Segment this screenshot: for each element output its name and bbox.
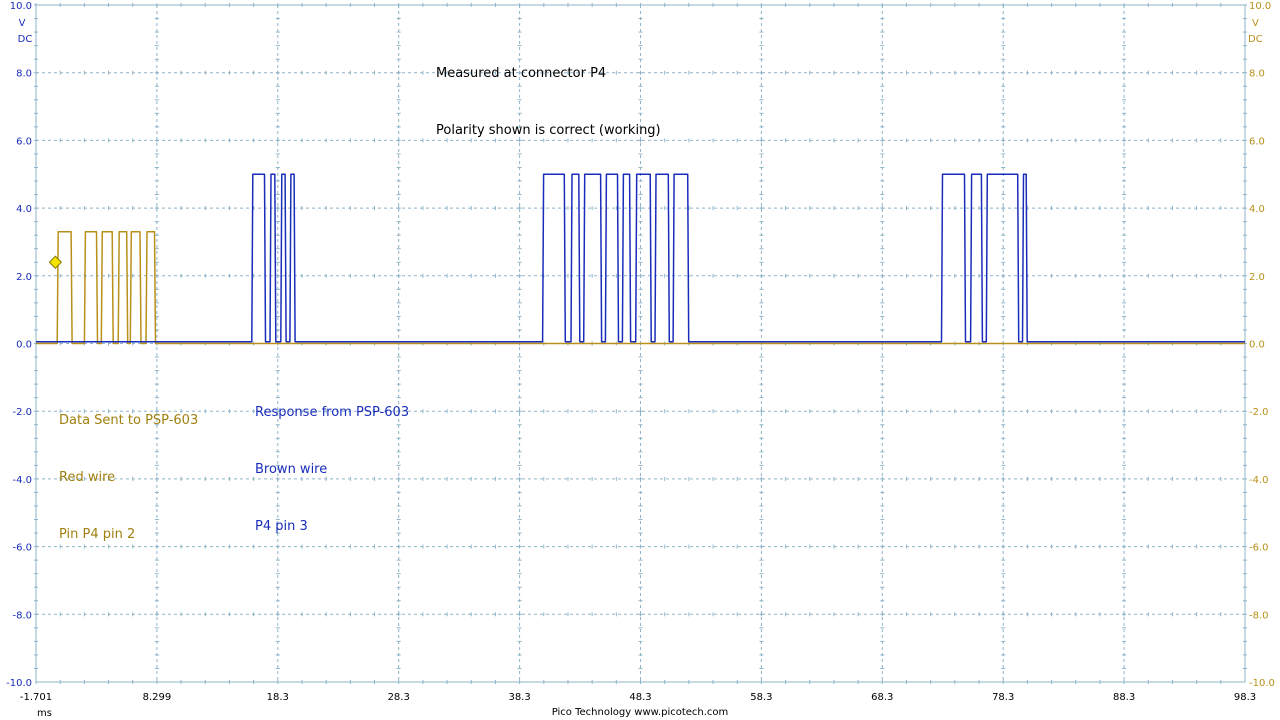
y-tick-label-right: 2.0 xyxy=(1249,272,1265,283)
sent-line-3: Pin P4 pin 2 xyxy=(59,527,136,542)
right-axis-unit-v: V xyxy=(1252,18,1259,29)
x-tick-label: 38.3 xyxy=(508,692,530,703)
x-tick-label: 78.3 xyxy=(992,692,1014,703)
y-tick-label-right: -6.0 xyxy=(1249,543,1269,554)
y-tick-label-left: -10.0 xyxy=(6,678,32,689)
x-axis-ticks: -1.701 8.299 18.3 28.3 38.3 48.3 58.3 68.3 78.3 8… xyxy=(20,692,1256,703)
response-line-3: P4 pin 3 xyxy=(255,519,308,534)
y-tick-label-right: 6.0 xyxy=(1249,136,1265,147)
sent-line-2: Red wire xyxy=(59,470,116,485)
x-tick-label: 18.3 xyxy=(267,692,289,703)
x-tick-label: 28.3 xyxy=(388,692,410,703)
left-axis-unit-dc: DC xyxy=(18,34,33,45)
y-tick-label-right: 8.0 xyxy=(1249,69,1265,80)
y-tick-label-left: 10.0 xyxy=(10,1,32,12)
y-tick-label-left: 0.0 xyxy=(16,340,32,351)
y-tick-label-right: 0.0 xyxy=(1249,340,1265,351)
left-axis-ticks: 10.0 8.0 6.0 4.0 2.0 0.0 -2.0 -4.0 -6.0 -8.0 -10.0 xyxy=(6,1,32,689)
y-tick-label-left: 6.0 xyxy=(16,136,32,147)
channel-b-trace xyxy=(36,173,1245,343)
left-axis-unit-v: V xyxy=(19,18,26,29)
x-axis-unit: ms xyxy=(37,708,52,719)
y-tick-label-right: 4.0 xyxy=(1249,204,1265,215)
header-annotation: Measured at connector P4 Polarity shown … xyxy=(436,26,661,159)
x-tick-label: 48.3 xyxy=(629,692,651,703)
x-tick-label: 88.3 xyxy=(1113,692,1135,703)
y-tick-label-left: 2.0 xyxy=(16,272,32,283)
sent-line-1: Data Sent to PSP-603 xyxy=(59,413,199,428)
x-tick-label: 8.299 xyxy=(143,692,172,703)
y-tick-label-right: -10.0 xyxy=(1249,678,1275,689)
y-tick-label-right: -4.0 xyxy=(1249,475,1269,486)
y-tick-label-left: 4.0 xyxy=(16,204,32,215)
y-tick-label-right: -2.0 xyxy=(1249,407,1269,418)
x-tick-label: 58.3 xyxy=(750,692,772,703)
x-tick-label: 98.3 xyxy=(1234,692,1256,703)
traces xyxy=(36,173,1245,345)
x-tick-label: -1.701 xyxy=(20,692,52,703)
response-line-2: Brown wire xyxy=(255,462,328,477)
header-line-2: Polarity shown is correct (working) xyxy=(436,123,661,138)
x-tick-label: 68.3 xyxy=(871,692,893,703)
channel-a-trace xyxy=(36,231,1245,345)
response-annotation: Response from PSP-603 Brown wire P4 pin … xyxy=(255,365,409,555)
footer-credit: Pico Technology www.picotech.com xyxy=(552,707,729,718)
y-tick-label-right: -8.0 xyxy=(1249,610,1269,621)
y-tick-label-left: -8.0 xyxy=(12,610,32,621)
y-tick-label-left: -2.0 xyxy=(12,407,32,418)
y-tick-label-left: -6.0 xyxy=(12,543,32,554)
header-line-1: Measured at connector P4 xyxy=(436,66,607,81)
response-line-1: Response from PSP-603 xyxy=(255,405,410,420)
y-tick-label-left: 8.0 xyxy=(16,69,32,80)
right-axis-unit-dc: DC xyxy=(1248,34,1263,45)
right-axis-ticks: 10.0 8.0 6.0 4.0 2.0 0.0 -2.0 -4.0 -6.0 -8.0 -10.0 xyxy=(1249,1,1275,689)
y-tick-label-right: 10.0 xyxy=(1249,1,1271,12)
y-tick-label-left: -4.0 xyxy=(12,475,32,486)
sent-annotation: Data Sent to PSP-603 Red wire Pin P4 pin… xyxy=(59,373,198,563)
trigger-marker xyxy=(48,255,63,269)
